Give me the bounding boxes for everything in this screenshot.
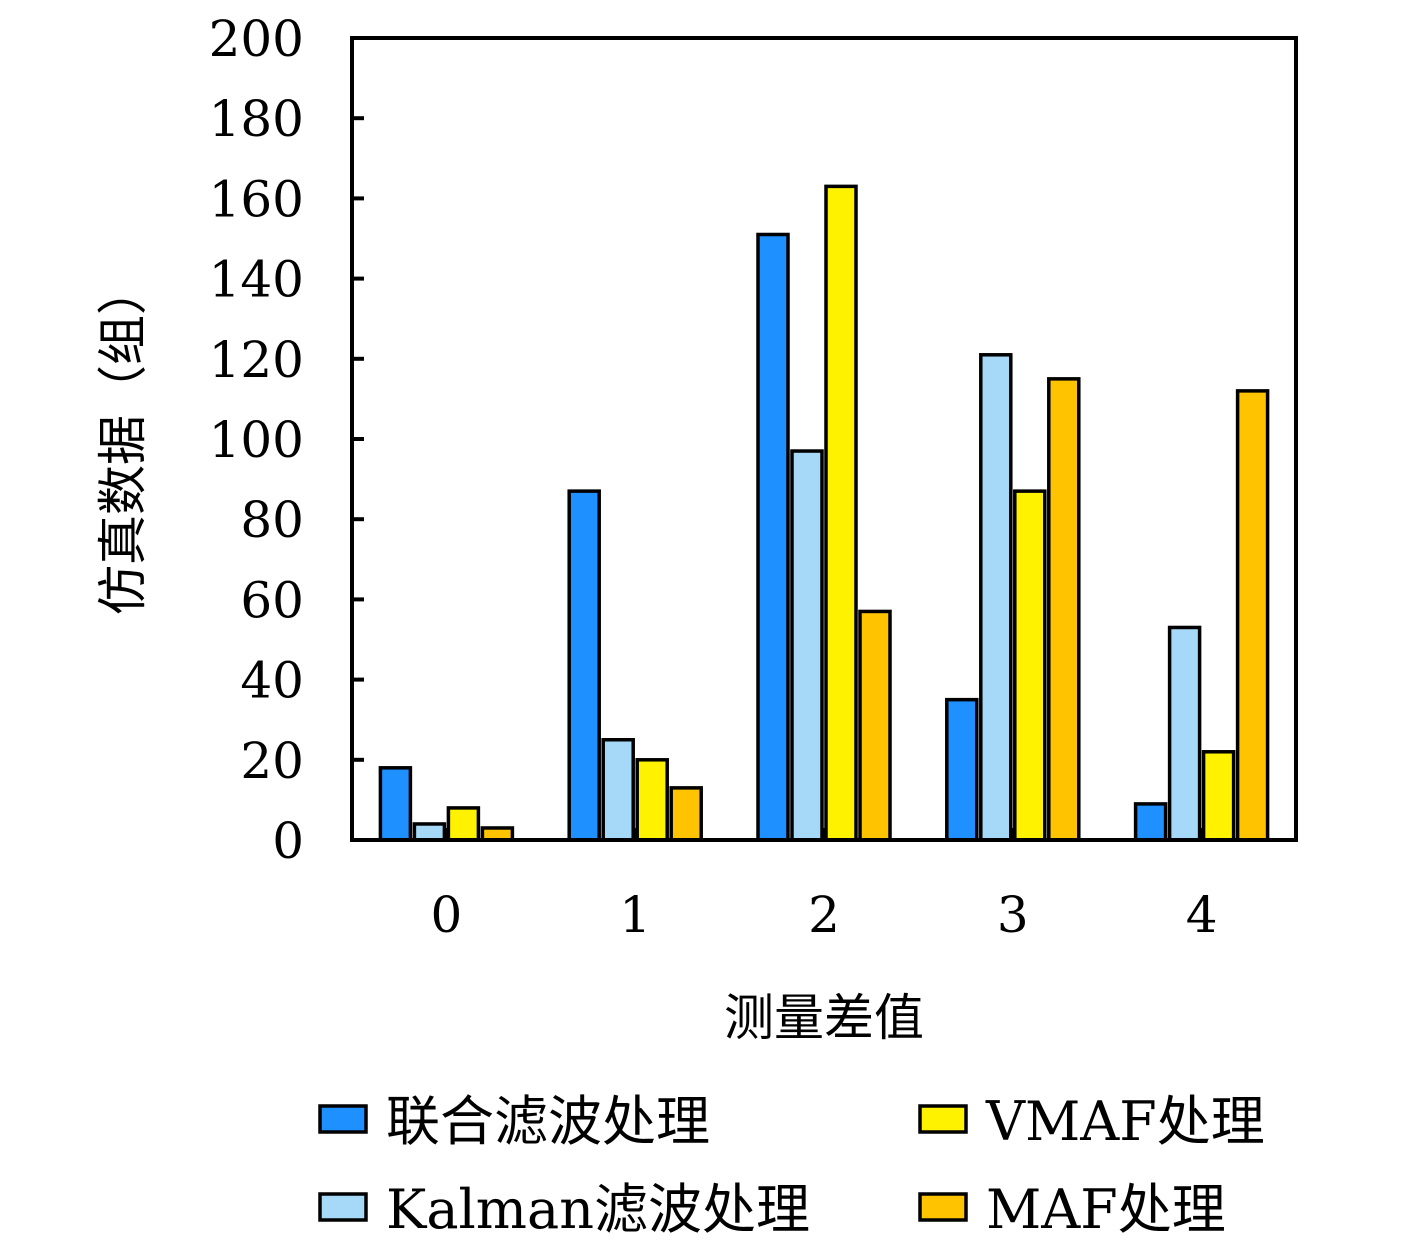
y-tick-label: 180 [209, 90, 304, 148]
y-tick-label: 40 [240, 652, 304, 710]
y-tick-label: 100 [209, 411, 304, 469]
legend-swatch [918, 1192, 968, 1222]
legend-swatch [918, 1104, 968, 1134]
bar-联合滤波处理-2 [756, 232, 790, 842]
legend-swatch [318, 1192, 368, 1222]
bar-MAF处理-3 [1047, 377, 1081, 842]
y-tick-label: 0 [272, 812, 304, 870]
plot-frame [350, 36, 1298, 842]
x-tick-label: 1 [619, 886, 651, 944]
legend-item: Kalman滤波处理 [318, 1178, 810, 1241]
bar-联合滤波处理-3 [945, 697, 979, 842]
y-tick-label: 60 [240, 571, 304, 629]
legend-label: MAF处理 [986, 1178, 1226, 1241]
bar-VMAF处理-4 [1201, 750, 1236, 842]
bar-MAF处理-2 [858, 609, 892, 842]
x-axis-title: 测量差值 [724, 989, 924, 1047]
legend-label: VMAF处理 [985, 1090, 1265, 1153]
bars-layer [378, 184, 1270, 842]
bar-Kalman滤波处理-4 [1167, 625, 1202, 842]
legend-item: MAF处理 [918, 1178, 1226, 1241]
x-tick-label: 2 [808, 886, 840, 944]
bar-VMAF处理-1 [635, 758, 669, 842]
y-axis-title: 仿真数据（组） [94, 265, 152, 615]
bar-联合滤波处理-4 [1133, 802, 1168, 842]
bar-联合滤波处理-0 [378, 766, 413, 842]
bar-MAF处理-4 [1235, 389, 1270, 842]
bar-Kalman滤波处理-3 [979, 353, 1013, 842]
y-tick-label: 200 [209, 10, 304, 68]
x-tick-label: 0 [430, 886, 462, 944]
legend: 联合滤波处理 Kalman滤波处理 VMAF处理 MAF处理 [318, 1090, 1265, 1241]
y-axis: 0 20 40 60 80 100 120 140 160 180 200 [209, 10, 364, 870]
bar-Kalman滤波处理-1 [601, 738, 635, 842]
y-tick-label: 20 [240, 732, 304, 790]
y-tick-label: 80 [240, 491, 304, 549]
x-tick-label: 4 [1186, 886, 1218, 944]
legend-swatch [318, 1104, 368, 1134]
bar-Kalman滤波处理-0 [412, 822, 447, 842]
legend-item: VMAF处理 [918, 1090, 1265, 1153]
bar-MAF处理-1 [669, 786, 703, 842]
y-tick-label: 120 [209, 331, 304, 389]
y-tick-label: 160 [209, 170, 304, 228]
y-tick-label: 140 [209, 251, 304, 309]
x-axis: 0 1 2 3 4 [430, 828, 1218, 944]
x-tick-label: 3 [997, 886, 1029, 944]
legend-label: Kalman滤波处理 [386, 1178, 810, 1241]
bar-VMAF处理-3 [1013, 489, 1047, 842]
bar-联合滤波处理-1 [567, 489, 601, 842]
bar-VMAF处理-0 [446, 806, 481, 842]
legend-item: 联合滤波处理 [318, 1090, 710, 1153]
bar-VMAF处理-2 [824, 184, 858, 842]
legend-label: 联合滤波处理 [386, 1090, 710, 1153]
bar-Kalman滤波处理-2 [790, 449, 824, 842]
